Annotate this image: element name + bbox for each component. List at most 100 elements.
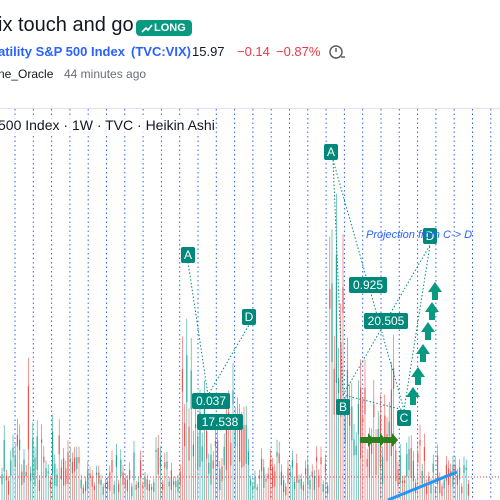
candle-body [382,457,384,484]
candle-body [331,283,333,363]
candle-body [159,457,161,468]
candle-body [362,417,364,423]
candle-body [43,456,45,463]
candle-body [437,455,439,485]
right-arrow [360,433,374,447]
candle-body [173,481,175,486]
candle-body [12,447,14,458]
candle-body [454,464,456,476]
candle-body [338,378,340,394]
candle-body [371,442,373,454]
candle-body [38,480,40,491]
alert-icon[interactable] [328,43,346,61]
candle-body [162,483,164,490]
symbol-code[interactable]: (TVC:VIX) [131,44,191,59]
candle-body [305,468,307,475]
long-badge[interactable]: LONG [136,20,192,36]
candle-body [390,389,392,457]
candle-body [318,475,320,488]
candle-body [148,484,150,491]
candle-body [423,446,425,461]
candle-body [142,484,144,489]
candle-body [428,477,430,482]
candle-body [368,442,370,477]
candle-body [201,446,203,462]
candle-body [324,463,326,473]
candle-body [417,453,419,463]
candle-body [197,436,199,470]
candle-body [175,481,177,488]
candle-body [296,463,298,483]
candle-body [269,459,271,471]
candle-body [192,444,194,457]
candle-body [346,369,348,398]
candle-body [93,485,95,491]
candle-body [25,472,27,477]
divider [0,108,500,109]
label-box [397,410,411,426]
candle-body [443,479,445,489]
candle-body [5,475,7,481]
candle-body [212,460,214,469]
candle-body [349,407,351,426]
candle-body [58,435,60,455]
candle-body [285,486,287,496]
up-arrow [425,302,439,320]
label-box [364,313,408,329]
candle-body [340,342,342,417]
label-box [181,247,195,263]
candle-body [247,451,249,465]
candle-body [221,466,223,482]
candle-body [131,486,133,497]
idea-title: ix touch and go [0,14,134,36]
candle-body [322,484,324,492]
candle-body [54,463,56,486]
candle-body [129,470,131,480]
trend-line [387,470,458,500]
candle-body [74,457,76,472]
symbol-name[interactable]: atility S&P 500 Index [0,44,125,59]
up-arrow [406,387,420,405]
pattern-line [342,244,431,396]
candle-body [291,460,293,468]
candle-body [19,439,21,451]
candle-body [219,468,221,491]
candle-body [357,404,359,435]
right-arrow [384,433,398,447]
candle-body [208,462,210,474]
candle-body [441,486,443,497]
candle-body [120,459,122,477]
candle-body [3,440,5,472]
candle-body [153,482,155,492]
candle-body [137,482,139,489]
candle-body [96,472,98,476]
candle-body [263,467,265,488]
candle-body [250,480,252,486]
candle-body [307,465,309,486]
pattern-label: D [245,310,254,324]
candle-body [309,480,311,490]
candle-body [399,455,401,483]
pattern-label: D [426,229,435,243]
candle-body [67,452,69,484]
pattern-label: 0.925 [353,278,383,292]
candle-body [87,469,89,489]
candle-body [89,473,91,479]
candle-body [412,460,414,482]
candle-body [278,453,280,464]
candle-body [27,386,29,450]
price-change: −0.14 [237,44,270,59]
candle-body [8,480,10,495]
candle-body [65,468,67,485]
candle-body [456,475,458,485]
projection-label: Projection from C-> D [366,229,472,241]
candle-body [434,488,436,493]
candle-body [430,482,432,494]
candle-body [366,459,368,467]
candle-body [241,429,243,468]
candle-body [272,466,274,488]
pattern-label: A [184,248,192,262]
author[interactable]: ne_Oracle [0,67,54,81]
candle-body [342,287,344,313]
